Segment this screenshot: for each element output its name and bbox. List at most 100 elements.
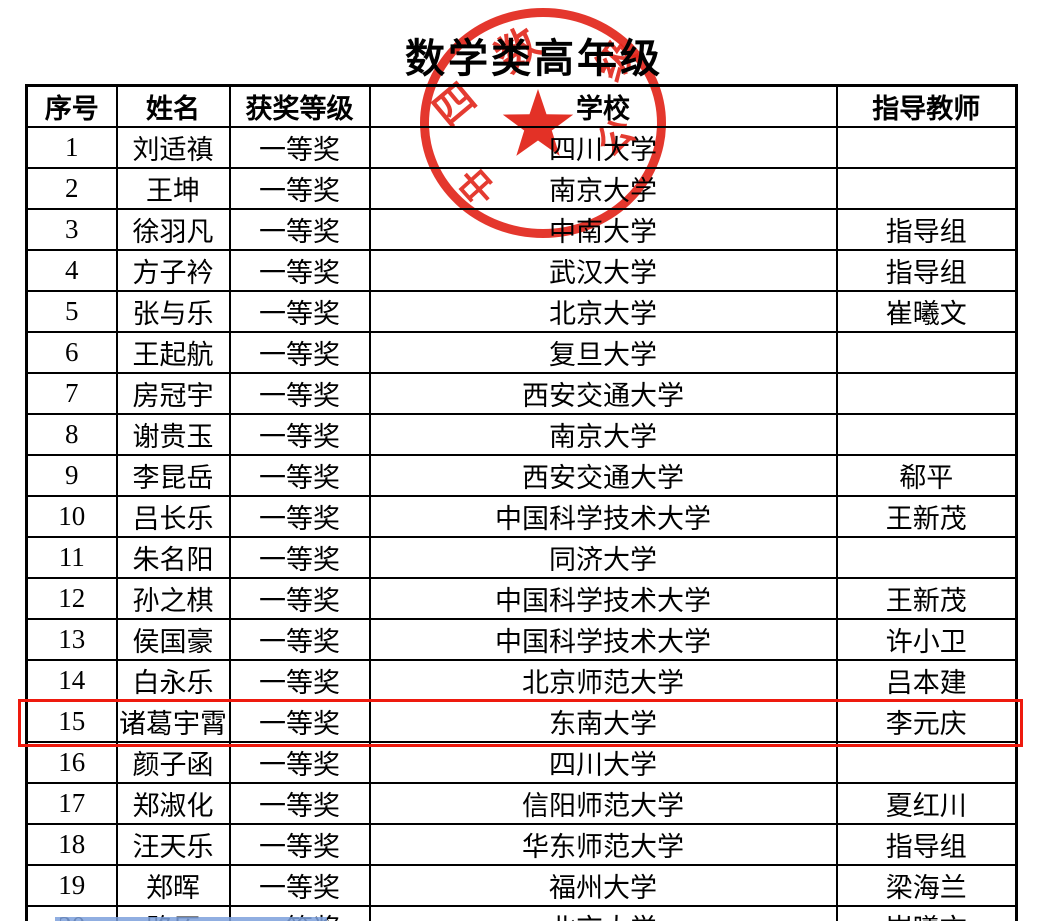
cell-name: 侯国豪: [115, 618, 231, 661]
cell-award: 一等奖: [228, 823, 371, 866]
table-row: 3 徐羽凡 一等奖 中南大学 指导组: [25, 208, 1018, 251]
cell-name: 李昆岳: [115, 454, 231, 497]
table-header: 序号 姓名 获奖等级 学校 指导教师: [25, 84, 1018, 128]
cell-name: 张与乐: [115, 290, 231, 333]
table-row: 6 王起航 一等奖 复旦大学: [25, 331, 1018, 374]
cell-award: 一等奖: [228, 126, 371, 169]
awards-table: 序号 姓名 获奖等级 学校 指导教师 1 刘适禛 一等奖 四川大学 2 王坤 一等奖 南京大学…: [25, 84, 1018, 921]
table-row: 2 王坤 一等奖 南京大学: [25, 167, 1018, 210]
cell-teacher: 王新茂: [835, 495, 1018, 538]
table-row: 10 吕长乐 一等奖 中国科学技术大学 王新茂: [25, 495, 1018, 538]
cell-no: 10: [25, 495, 118, 538]
cell-name: 吕长乐: [115, 495, 231, 538]
cell-school: 信阳师范大学: [368, 782, 838, 825]
table-row: 12 孙之棋 一等奖 中国科学技术大学 王新茂: [25, 577, 1018, 620]
cell-teacher: 崔曦文: [835, 905, 1018, 921]
page-title: 数学类高年级: [405, 37, 663, 81]
cell-school: 西安交通大学: [368, 372, 838, 415]
cell-school: 福州大学: [368, 864, 838, 907]
cell-award: 一等奖: [228, 290, 371, 333]
cell-name: 白永乐: [115, 659, 231, 702]
cell-teacher: 王新茂: [835, 577, 1018, 620]
cell-award: 一等奖: [228, 536, 371, 579]
cell-teacher: 夏红川: [835, 782, 1018, 825]
cell-no: 13: [25, 618, 118, 661]
cell-award: 一等奖: [228, 782, 371, 825]
cell-name: 诸葛宇霄: [115, 700, 231, 743]
cell-no: 18: [25, 823, 118, 866]
cell-teacher: [835, 126, 1018, 169]
cell-no: 9: [25, 454, 118, 497]
cell-teacher: [835, 167, 1018, 210]
cell-teacher: 吕本建: [835, 659, 1018, 702]
cell-teacher: [835, 536, 1018, 579]
cell-no: 1: [25, 126, 118, 169]
cell-award: 一等奖: [228, 864, 371, 907]
cell-name: 刘适禛: [115, 126, 231, 169]
cell-teacher: 指导组: [835, 249, 1018, 292]
cell-teacher: 郗平: [835, 454, 1018, 497]
table-row: 9 李昆岳 一等奖 西安交通大学 郗平: [25, 454, 1018, 497]
cell-teacher: [835, 372, 1018, 415]
header-no: 序号: [25, 84, 118, 128]
header-name: 姓名: [115, 84, 231, 128]
cell-school: 中南大学: [368, 208, 838, 251]
cell-school: 中国科学技术大学: [368, 495, 838, 538]
cell-school: 西安交通大学: [368, 454, 838, 497]
cell-school: 复旦大学: [368, 331, 838, 374]
cell-teacher: [835, 331, 1018, 374]
table-row: 19 郑晖 一等奖 福州大学 梁海兰: [25, 864, 1018, 907]
cell-award: 一等奖: [228, 167, 371, 210]
cell-name: 汪天乐: [115, 823, 231, 866]
cell-name: 徐羽凡: [115, 208, 231, 251]
cell-school: 东南大学: [368, 700, 838, 743]
header-award: 获奖等级: [228, 84, 371, 128]
cell-school: 南京大学: [368, 167, 838, 210]
cell-award: 一等奖: [228, 618, 371, 661]
cell-no: 8: [25, 413, 118, 456]
cell-award: 一等奖: [228, 741, 371, 784]
cell-no: 5: [25, 290, 118, 333]
cell-name: 郑晖: [115, 864, 231, 907]
cell-name: 谢贵玉: [115, 413, 231, 456]
cell-award: 一等奖: [228, 454, 371, 497]
cell-teacher: 崔曦文: [835, 290, 1018, 333]
table-row: 15 诸葛宇霄 一等奖 东南大学 李元庆: [25, 700, 1018, 743]
cell-school: 武汉大学: [368, 249, 838, 292]
table-row: 17 郑淑化 一等奖 信阳师范大学 夏红川: [25, 782, 1018, 825]
cell-no: 17: [25, 782, 118, 825]
table-row: 1 刘适禛 一等奖 四川大学: [25, 126, 1018, 169]
table-row: 5 张与乐 一等奖 北京大学 崔曦文: [25, 290, 1018, 333]
cell-teacher: [835, 413, 1018, 456]
cell-school: 中国科学技术大学: [368, 577, 838, 620]
header-school: 学校: [368, 84, 838, 128]
cell-school: 北京师范大学: [368, 659, 838, 702]
cell-teacher: 指导组: [835, 823, 1018, 866]
cell-name: 房冠宇: [115, 372, 231, 415]
cell-award: 一等奖: [228, 413, 371, 456]
cell-school: 四川大学: [368, 741, 838, 784]
cell-teacher: 指导组: [835, 208, 1018, 251]
cell-no: 11: [25, 536, 118, 579]
cell-school: 北京大学: [368, 905, 838, 921]
cell-name: 孙之棋: [115, 577, 231, 620]
cell-name: 王坤: [115, 167, 231, 210]
cell-name: 王起航: [115, 331, 231, 374]
header-teacher: 指导教师: [835, 84, 1018, 128]
cell-award: 一等奖: [228, 659, 371, 702]
cell-school: 南京大学: [368, 413, 838, 456]
cell-award: 一等奖: [228, 208, 371, 251]
cell-name: 朱名阳: [115, 536, 231, 579]
cell-no: 19: [25, 864, 118, 907]
table-row: 18 汪天乐 一等奖 华东师范大学 指导组: [25, 823, 1018, 866]
table-row: 8 谢贵玉 一等奖 南京大学: [25, 413, 1018, 456]
cell-school: 北京大学: [368, 290, 838, 333]
cell-teacher: 李元庆: [835, 700, 1018, 743]
table-row: 11 朱名阳 一等奖 同济大学: [25, 536, 1018, 579]
table-body: 1 刘适禛 一等奖 四川大学 2 王坤 一等奖 南京大学 3 徐羽凡 一等奖 中南大学 指导组 4 方子衿一…: [25, 126, 1018, 921]
cell-name: 颜子函: [115, 741, 231, 784]
cell-school: 华东师范大学: [368, 823, 838, 866]
cell-no: 15: [25, 700, 118, 743]
cell-award: 一等奖: [228, 372, 371, 415]
